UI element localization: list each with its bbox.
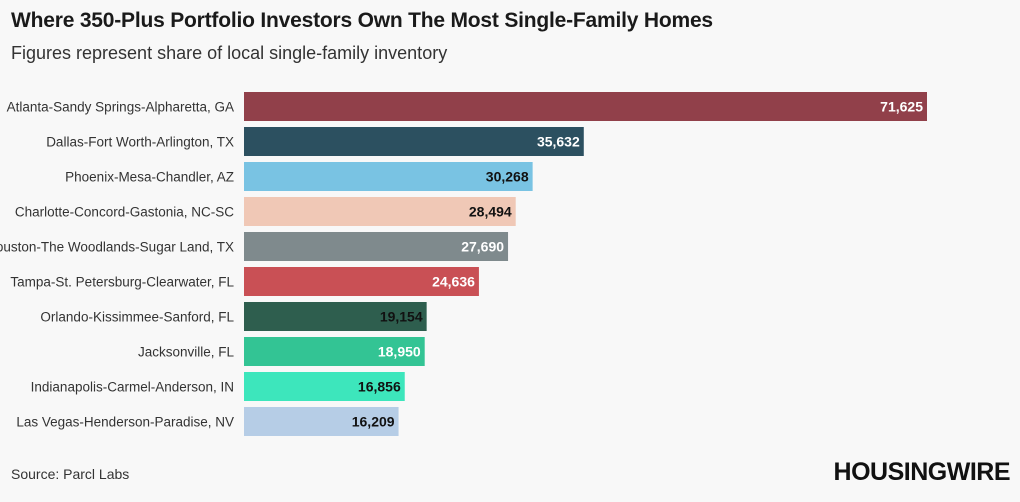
bar-8 — [244, 372, 405, 401]
value-label: 30,268 — [486, 169, 529, 185]
category-label: Indianapolis-Carmel-Anderson, IN — [31, 380, 234, 395]
bar-6 — [244, 302, 427, 331]
value-label: 28,494 — [469, 204, 512, 220]
bar-7 — [244, 337, 425, 366]
value-label: 16,856 — [358, 379, 401, 395]
value-label: 71,625 — [880, 99, 923, 115]
value-label: 27,690 — [461, 239, 504, 255]
chart-subtitle: Figures represent share of local single-… — [11, 43, 448, 63]
bar-4 — [244, 232, 509, 261]
bar-3 — [244, 197, 516, 226]
source-note: Source: Parcl Labs — [11, 466, 130, 482]
category-label: Tampa-St. Petersburg-Clearwater, FL — [10, 275, 234, 290]
housingwire-logo: HOUSINGWIRE — [833, 458, 1011, 486]
category-label: Charlotte-Concord-Gastonia, NC-SC — [15, 205, 234, 220]
value-label: 16,209 — [352, 414, 395, 430]
value-label: 18,950 — [378, 344, 421, 360]
bar-1 — [244, 127, 584, 156]
value-label: 24,636 — [432, 274, 475, 290]
bar-5 — [244, 267, 479, 296]
category-label: Phoenix-Mesa-Chandler, AZ — [65, 170, 234, 185]
category-label: Orlando-Kissimmee-Sanford, FL — [40, 310, 234, 325]
chart-title: Where 350-Plus Portfolio Investors Own T… — [11, 9, 713, 32]
bar-2 — [244, 162, 533, 191]
value-label: 19,154 — [380, 309, 423, 325]
category-label: Las Vegas-Henderson-Paradise, NV — [16, 415, 234, 430]
category-label: Dallas-Fort Worth-Arlington, TX — [46, 135, 234, 150]
category-label: Atlanta-Sandy Springs-Alpharetta, GA — [7, 100, 234, 115]
value-label: 35,632 — [537, 134, 580, 150]
bar-0 — [244, 92, 927, 121]
category-label: Jacksonville, FL — [138, 345, 235, 360]
category-label: Houston-The Woodlands-Sugar Land, TX — [0, 240, 234, 255]
bar-9 — [244, 407, 399, 436]
